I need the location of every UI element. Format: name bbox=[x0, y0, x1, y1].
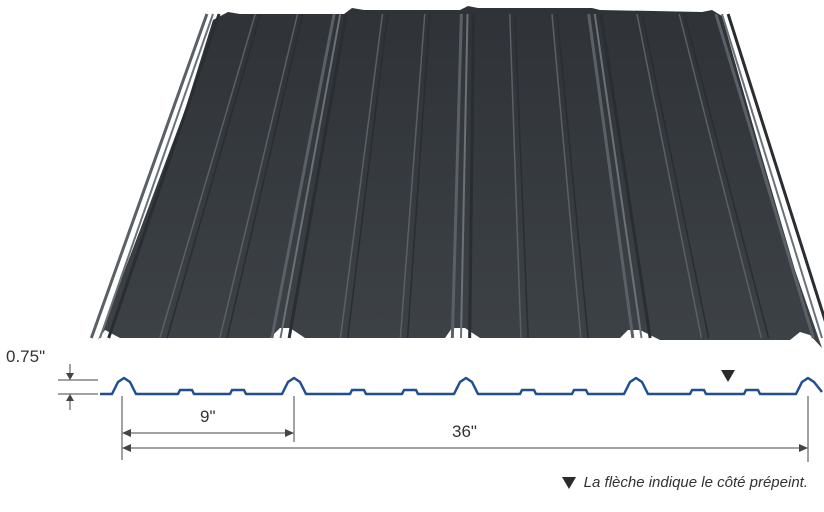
metal-roof-panel bbox=[89, 6, 824, 348]
panel-ribs bbox=[89, 13, 824, 339]
rib-line bbox=[714, 13, 815, 339]
rib-line bbox=[726, 13, 824, 322]
rib-height-dimension: 0.75" bbox=[6, 347, 98, 410]
rib-line bbox=[587, 13, 635, 339]
rib-line bbox=[556, 13, 589, 339]
legend: La flèche indique le côté prépeint. bbox=[561, 474, 808, 491]
rib-line bbox=[287, 13, 348, 339]
rib-line bbox=[599, 13, 652, 339]
rib-line bbox=[641, 13, 710, 339]
rib-line bbox=[593, 13, 643, 339]
rib-line bbox=[107, 13, 221, 339]
rib-line bbox=[339, 13, 384, 339]
rib-line bbox=[551, 13, 582, 339]
rib-line bbox=[514, 13, 529, 339]
rib-line bbox=[226, 13, 304, 339]
rib-line bbox=[460, 13, 469, 339]
rib-line bbox=[270, 13, 336, 339]
rib-line bbox=[159, 13, 256, 339]
rib-spacing-label: 9" bbox=[200, 407, 216, 426]
coverage-width-label: 36" bbox=[452, 422, 477, 441]
rib-spacing-dimension: 9" bbox=[121, 396, 295, 442]
rib-line bbox=[508, 13, 522, 339]
rib-line bbox=[279, 13, 342, 339]
rib-line bbox=[346, 13, 389, 339]
rib-line bbox=[166, 13, 262, 339]
rib-line bbox=[89, 13, 209, 339]
rib-line bbox=[450, 13, 463, 339]
rib-line bbox=[721, 13, 823, 339]
rib-line bbox=[468, 13, 476, 339]
prepainted-marker-icon bbox=[721, 370, 735, 382]
prepainted-arrow-icon bbox=[561, 476, 576, 489]
coverage-width-dimension: 36" bbox=[121, 396, 809, 462]
rib-line bbox=[678, 13, 763, 339]
rib-line bbox=[683, 13, 770, 339]
rib-line bbox=[99, 13, 214, 339]
rib-line bbox=[636, 13, 703, 339]
rib-line bbox=[406, 13, 431, 339]
rib-line bbox=[399, 13, 426, 339]
legend-text: La flèche indique le côté prépeint. bbox=[583, 474, 808, 491]
rib-height-label: 0.75" bbox=[6, 347, 45, 366]
rib-line bbox=[219, 13, 299, 339]
panel-profile-section bbox=[100, 376, 823, 396]
